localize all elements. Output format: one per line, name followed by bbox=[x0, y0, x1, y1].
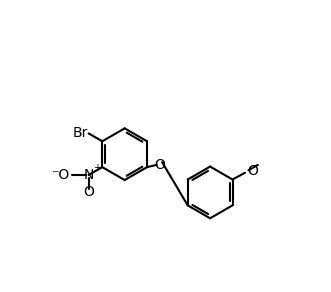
Text: O: O bbox=[83, 185, 94, 199]
Text: O: O bbox=[154, 158, 165, 172]
Text: ⁻O: ⁻O bbox=[51, 168, 69, 182]
Text: Br: Br bbox=[72, 126, 87, 140]
Text: O: O bbox=[247, 164, 258, 178]
Text: +: + bbox=[93, 163, 101, 173]
Text: N: N bbox=[83, 168, 94, 182]
